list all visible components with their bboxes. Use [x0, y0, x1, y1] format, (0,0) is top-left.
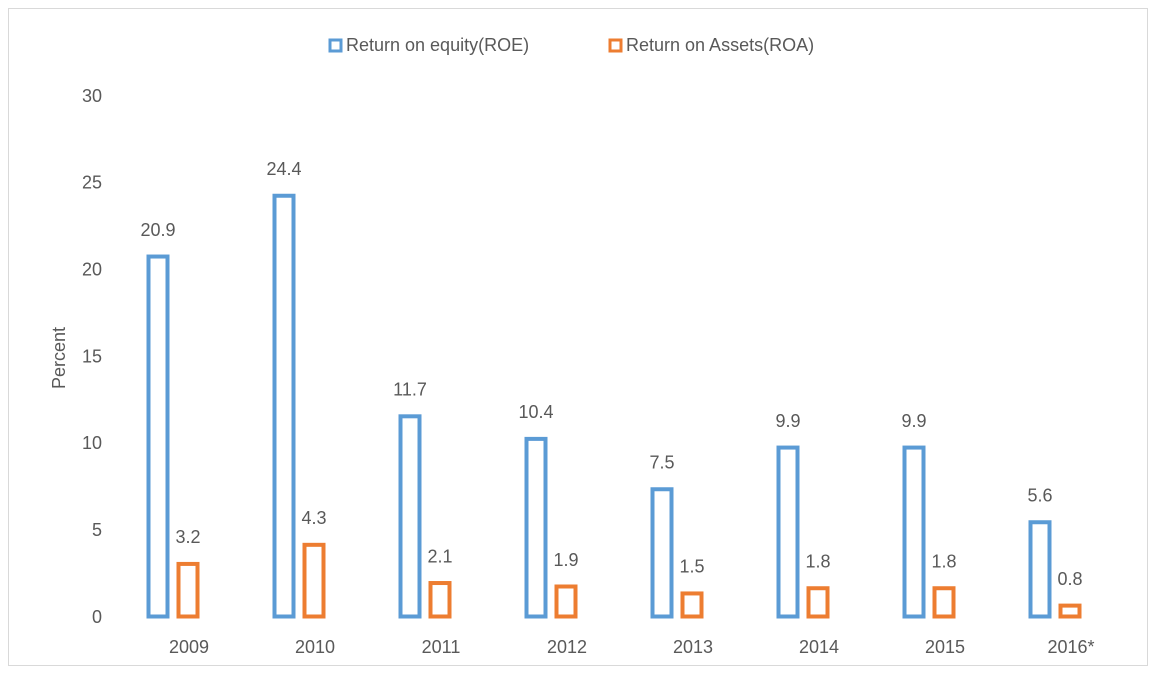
data-label: 20.9 — [140, 220, 175, 240]
y-tick-label: 30 — [82, 86, 102, 106]
x-tick-label: 2016* — [1047, 637, 1094, 657]
bar — [428, 581, 452, 619]
data-label: 10.4 — [518, 402, 553, 422]
legend-swatch — [328, 38, 343, 53]
legend-label: Return on Assets(ROA) — [626, 35, 814, 55]
bar — [554, 584, 578, 619]
data-label: 1.8 — [931, 551, 956, 571]
bar — [776, 445, 800, 619]
data-label: 1.9 — [553, 550, 578, 570]
x-tick-label: 2009 — [169, 637, 209, 657]
data-label: 9.9 — [775, 411, 800, 431]
y-tick-label: 15 — [82, 346, 102, 366]
bar — [650, 487, 674, 619]
data-label: 24.4 — [266, 159, 301, 179]
y-tick-label: 5 — [92, 520, 102, 540]
data-label: 2.1 — [427, 546, 452, 566]
y-tick-label: 20 — [82, 259, 102, 279]
bar — [806, 586, 830, 619]
bar — [524, 436, 548, 619]
data-label: 9.9 — [901, 411, 926, 431]
data-label: 4.3 — [301, 508, 326, 528]
bar — [932, 586, 956, 619]
bar — [1058, 603, 1082, 619]
x-tick-label: 2012 — [547, 637, 587, 657]
data-label: 1.8 — [805, 551, 830, 571]
y-tick-label: 25 — [82, 173, 102, 193]
x-tick-label: 2011 — [422, 637, 461, 657]
y-tick-label: 10 — [82, 433, 102, 453]
data-label: 5.6 — [1027, 485, 1052, 505]
x-tick-label: 2015 — [925, 637, 965, 657]
bar — [398, 414, 422, 619]
data-label: 11.7 — [393, 380, 427, 400]
chart-frame — [8, 8, 1148, 666]
bar — [302, 542, 326, 619]
bar — [902, 445, 926, 619]
y-tick-label: 0 — [92, 607, 102, 627]
legend-label: Return on equity(ROE) — [346, 35, 529, 55]
bar — [272, 193, 296, 619]
x-tick-label: 2010 — [295, 637, 335, 657]
data-label: 1.5 — [679, 557, 704, 577]
data-label: 7.5 — [649, 453, 674, 473]
data-label: 3.2 — [175, 527, 200, 547]
x-tick-label: 2013 — [673, 637, 713, 657]
data-label: 0.8 — [1057, 569, 1082, 589]
bar — [146, 254, 170, 619]
bar — [680, 591, 704, 619]
y-axis-label: Percent — [49, 327, 69, 389]
x-tick-label: 2014 — [799, 637, 839, 657]
bar — [1028, 520, 1052, 619]
bar — [176, 561, 200, 619]
legend-swatch — [608, 38, 623, 53]
